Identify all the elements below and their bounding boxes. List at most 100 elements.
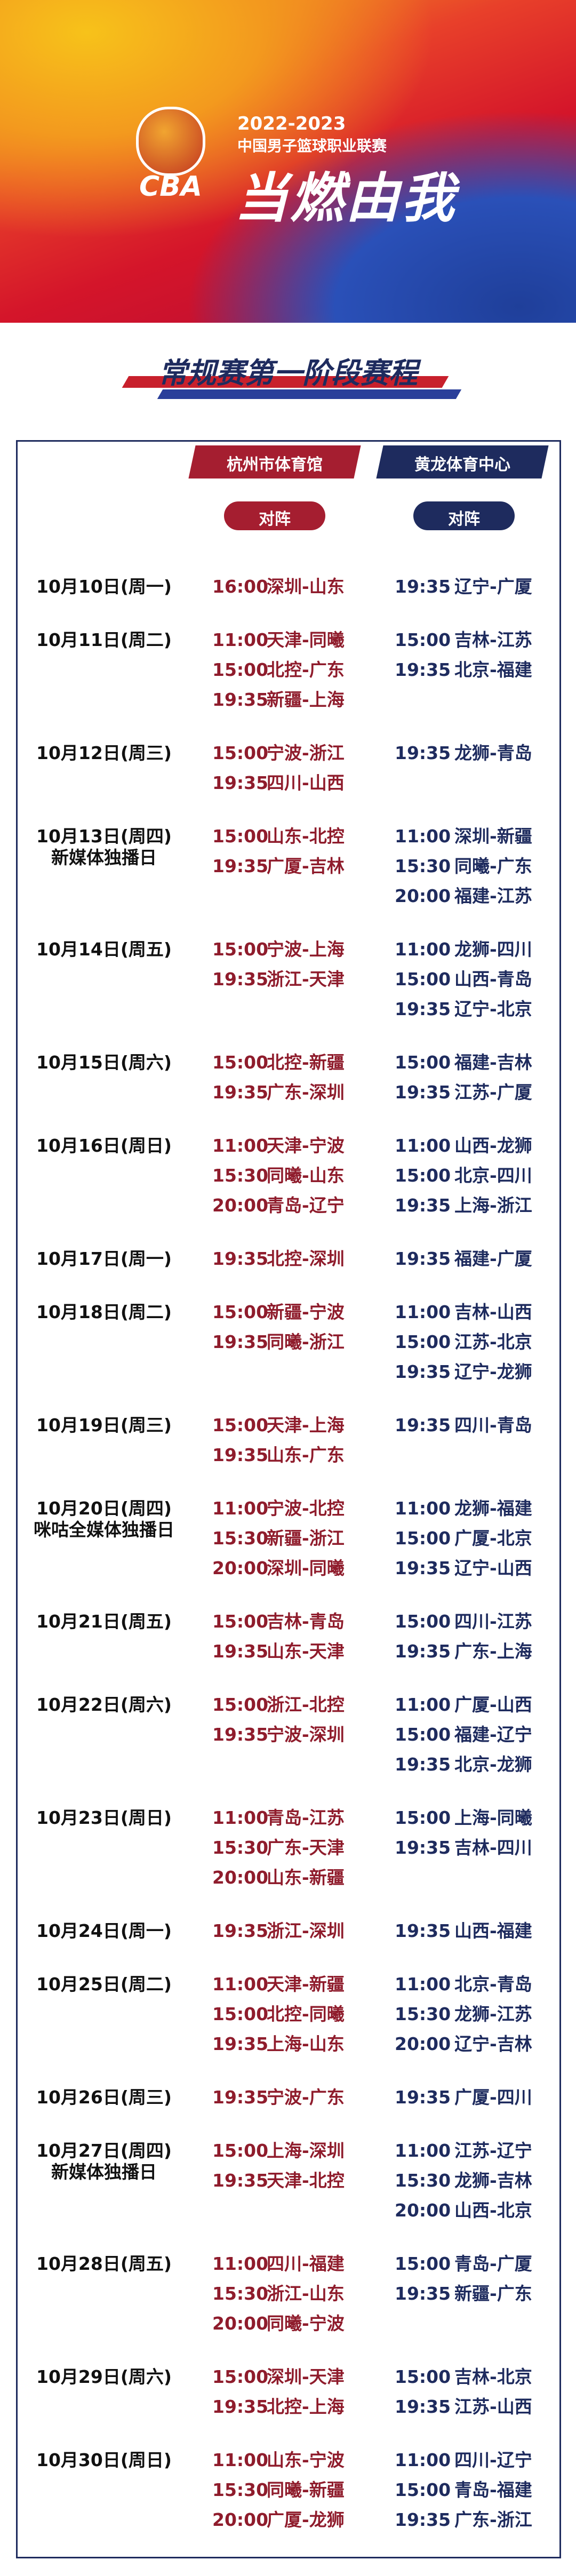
game-time: 15:30 — [395, 2004, 451, 2024]
game-time: 20:00 — [212, 2313, 269, 2334]
venue-name: 黄龙体育中心 — [414, 456, 510, 474]
game-match: 深圳-山东 — [267, 576, 345, 597]
game-match: 北京-青岛 — [454, 1974, 532, 1995]
game-match: 广厦-龙狮 — [267, 2509, 345, 2530]
date: 10月14日(周五) — [36, 939, 172, 960]
banner: CBA 2022-2023 中国男子篮球职业联赛 当燃由我 — [0, 0, 576, 323]
venue-name: 杭州市体育馆 — [227, 456, 323, 474]
game-match: 同曦-山东 — [267, 1165, 345, 1186]
game-match: 上海-同曦 — [454, 1807, 532, 1828]
game-match: 山东-广东 — [267, 1445, 345, 1465]
game-match: 江苏-北京 — [454, 1331, 532, 1352]
game-match: 上海-山东 — [267, 2033, 345, 2054]
date: 10月28日(周五) — [36, 2253, 172, 2274]
game-time: 19:35 — [212, 772, 269, 793]
game-match: 同曦-新疆 — [267, 2479, 345, 2500]
game-match: 江苏-辽宁 — [454, 2140, 532, 2161]
game-time: 19:35 — [212, 689, 269, 710]
game-time: 19:35 — [212, 969, 269, 990]
game-time: 15:30 — [395, 856, 451, 876]
game-time: 19:35 — [395, 2509, 451, 2530]
game-match: 山西-北京 — [454, 2200, 532, 2221]
game-time: 20:00 — [395, 2200, 451, 2221]
game-time: 19:35 — [212, 2087, 269, 2108]
game-time: 19:35 — [395, 1754, 451, 1775]
game-time: 19:35 — [395, 1558, 451, 1578]
date: 10月24日(周一) — [36, 1920, 172, 1941]
game-time: 11:00 — [212, 2450, 269, 2470]
game-match: 辽宁-吉林 — [454, 2033, 532, 2054]
game-time: 11:00 — [212, 1498, 269, 1519]
game-time: 11:00 — [212, 1974, 269, 1995]
game-match: 山西-龙狮 — [454, 1135, 532, 1156]
game-match: 吉林-青岛 — [267, 1611, 345, 1632]
game-time: 15:00 — [395, 1331, 451, 1352]
game-time: 19:35 — [395, 2087, 451, 2108]
game-match: 吉林-江苏 — [454, 629, 532, 650]
game-match: 福建-辽宁 — [454, 1724, 532, 1745]
game-time: 15:00 — [212, 2004, 269, 2024]
game-match: 龙狮-四川 — [454, 939, 532, 960]
date: 10月17日(周一) — [36, 1248, 172, 1269]
logo-text: CBA — [139, 171, 203, 203]
game-match: 山西-福建 — [454, 1920, 532, 1941]
game-match: 上海-浙江 — [454, 1195, 532, 1216]
game-time: 15:30 — [212, 2479, 269, 2500]
game-match: 北京-四川 — [454, 1165, 532, 1186]
game-match: 新疆-宁波 — [267, 1302, 345, 1322]
game-match: 龙狮-江苏 — [454, 2004, 532, 2024]
game-time: 11:00 — [212, 629, 269, 650]
game-match: 江苏-山西 — [454, 2396, 532, 2417]
game-time: 15:00 — [212, 1052, 269, 1073]
game-match: 北京-福建 — [454, 659, 532, 680]
game-match: 广东-天津 — [267, 1837, 345, 1858]
game-time: 11:00 — [395, 1974, 451, 1995]
game-match: 天津-新疆 — [267, 1974, 345, 1995]
game-match: 辽宁-山西 — [454, 1558, 532, 1578]
game-time: 11:00 — [212, 1807, 269, 1828]
game-time: 19:35 — [212, 1082, 269, 1103]
game-match: 宁波-北控 — [267, 1498, 345, 1519]
game-time: 15:00 — [395, 2479, 451, 2500]
game-match: 四川-福建 — [267, 2253, 345, 2274]
game-match: 龙狮-福建 — [454, 1498, 532, 1519]
game-time: 19:35 — [395, 1082, 451, 1103]
date: 10月16日(周日) — [36, 1135, 172, 1156]
game-time: 15:00 — [395, 1724, 451, 1745]
game-match: 广厦-北京 — [454, 1528, 532, 1549]
game-match: 广东-上海 — [454, 1641, 532, 1662]
game-match: 上海-深圳 — [267, 2140, 345, 2161]
game-time: 15:00 — [212, 743, 269, 763]
game-match: 天津-同曦 — [267, 629, 345, 650]
game-time: 11:00 — [212, 1135, 269, 1156]
game-time: 15:00 — [395, 1528, 451, 1549]
game-time: 15:30 — [212, 2283, 269, 2304]
game-match: 四川-青岛 — [454, 1415, 532, 1435]
date: 10月10日(周一) — [36, 576, 172, 597]
game-match: 福建-江苏 — [454, 886, 532, 906]
game-time: 19:35 — [395, 659, 451, 680]
game-time: 19:35 — [395, 1920, 451, 1941]
date: 10月20日(周四) — [36, 1498, 172, 1519]
game-match: 宁波-上海 — [267, 939, 345, 960]
game-match: 福建-吉林 — [454, 1052, 532, 1073]
game-match: 天津-上海 — [267, 1415, 345, 1435]
game-match: 北京-龙狮 — [454, 1754, 532, 1775]
game-time: 15:00 — [212, 2140, 269, 2161]
game-time: 19:35 — [395, 1837, 451, 1858]
game-match: 福建-广厦 — [454, 1248, 532, 1269]
slogan: 当燃由我 — [235, 167, 457, 229]
date: 10月21日(周五) — [36, 1611, 172, 1632]
game-match: 山东-新疆 — [267, 1867, 345, 1888]
game-match: 山东-天津 — [267, 1641, 345, 1662]
game-time: 15:00 — [395, 2253, 451, 2274]
game-match: 山西-青岛 — [454, 969, 532, 990]
column-pill — [224, 501, 325, 530]
game-time: 11:00 — [395, 1135, 451, 1156]
game-time: 15:00 — [395, 2366, 451, 2387]
game-time: 11:00 — [212, 2253, 269, 2274]
column-header: 对阵 — [259, 510, 291, 529]
game-time: 16:00 — [212, 576, 269, 597]
game-time: 20:00 — [212, 1867, 269, 1888]
